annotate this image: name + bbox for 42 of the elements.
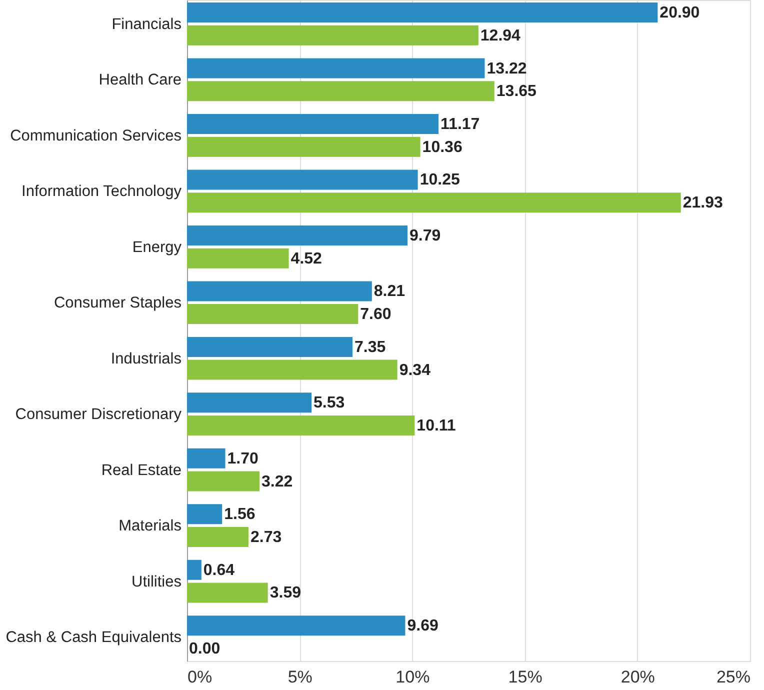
data-label: 4.52 [290, 250, 322, 268]
data-label: 10.11 [416, 418, 456, 435]
x-tick-label: 20% [620, 668, 655, 686]
data-label: 9.34 [399, 362, 431, 379]
x-tick-label: 25% [716, 668, 750, 686]
x-tick-label: 5% [288, 668, 312, 686]
data-label: 1.70 [227, 450, 259, 468]
data-label: 11.17 [440, 116, 480, 134]
data-label: 13.65 [496, 83, 537, 100]
data-label: 8.21 [374, 283, 406, 300]
y-tick-label: Communication Services [10, 127, 182, 144]
y-tick-label: Health Care [98, 72, 182, 89]
data-label: 9.69 [407, 618, 438, 635]
data-label: 9.79 [409, 227, 441, 244]
data-label: 12.94 [480, 27, 521, 44]
y-tick-label: Materials [118, 518, 182, 535]
x-tick-label: 0% [188, 668, 212, 686]
y-tick-label: Cash & Cash Equivalents [6, 629, 182, 646]
y-tick-label: Consumer Staples [54, 294, 182, 312]
y-tick-label: Utilities [132, 573, 182, 590]
data-label: 7.60 [360, 306, 392, 324]
data-label: 7.35 [354, 338, 386, 356]
data-label: 2.73 [250, 528, 282, 546]
y-tick-label: Information Technology [22, 183, 182, 200]
data-label: 13.22 [486, 60, 527, 78]
data-label: 10.36 [422, 138, 462, 156]
y-tick-label: Real Estate [101, 462, 182, 479]
data-label: 0.00 [189, 640, 220, 658]
data-label: 21.93 [682, 194, 724, 212]
x-tick-label: 10% [396, 668, 430, 686]
data-label: 10.25 [420, 172, 460, 189]
data-label: 3.22 [262, 473, 293, 490]
data-label: 5.53 [314, 394, 345, 412]
x-tick-label: 15% [508, 668, 542, 686]
data-label: 1.56 [224, 506, 256, 524]
y-tick-label: Industrials [110, 350, 182, 368]
y-tick-label: Financials [112, 16, 182, 33]
data-label: 3.59 [270, 584, 302, 602]
data-label: 0.64 [203, 562, 235, 579]
y-tick-label: Consumer Discretionary [15, 406, 182, 424]
y-tick-label: Energy [132, 238, 182, 256]
data-label: 20.90 [660, 4, 700, 22]
